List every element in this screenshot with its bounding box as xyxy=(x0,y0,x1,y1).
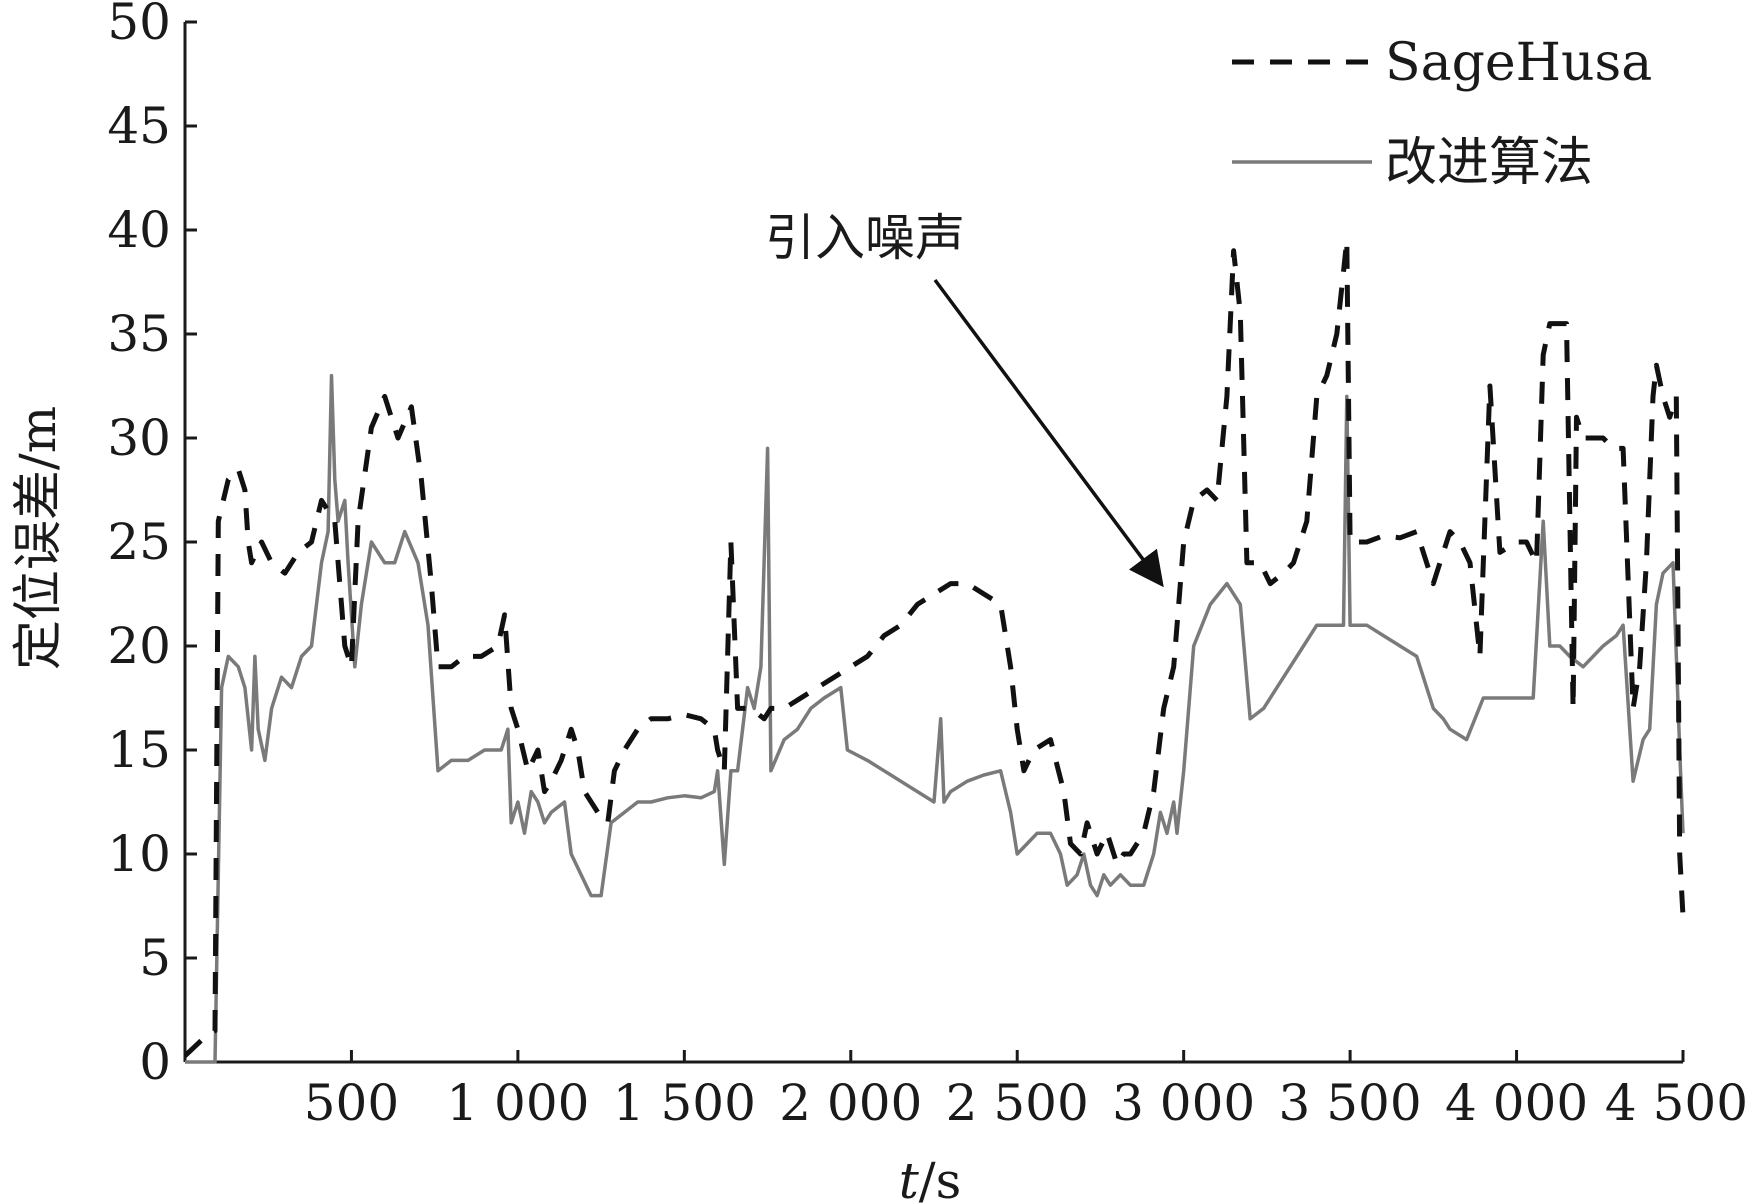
annotation-layer: 引入噪声 xyxy=(765,209,1164,588)
legend-label-1: 改进算法 xyxy=(1385,133,1593,193)
legend-label-0: SageHusa xyxy=(1385,33,1652,93)
x-tick-label: 1 500 xyxy=(613,1074,756,1132)
y-tick-label: 25 xyxy=(107,513,171,571)
annotation-arrow xyxy=(933,278,1164,588)
series-line-1 xyxy=(185,373,1685,1064)
y-axis-title: 定位误差/m xyxy=(9,406,67,670)
x-tick-label: 1 000 xyxy=(446,1074,589,1132)
legend: SageHusa 改进算法 xyxy=(1232,33,1652,193)
y-tick-label: 45 xyxy=(107,97,171,155)
y-tick-label: 10 xyxy=(107,825,171,883)
x-axis-title: t/s xyxy=(899,1152,962,1204)
y-tick-label: 15 xyxy=(107,721,171,779)
y-tick-label: 20 xyxy=(107,617,171,675)
x-tick-label: 500 xyxy=(304,1074,399,1132)
x-tick-label: 4 500 xyxy=(1605,1074,1748,1132)
x-axis-title-unit: /s xyxy=(919,1152,962,1204)
series-line-0 xyxy=(183,237,1686,1058)
y-tick-label: 40 xyxy=(107,201,171,259)
y-axis-ticks: 0 5 10 15 20 25 30 35 40 45 50 xyxy=(107,0,197,1091)
x-tick-label: 2 500 xyxy=(946,1074,1089,1132)
x-tick-label: 3 000 xyxy=(1112,1074,1255,1132)
y-tick-label: 50 xyxy=(107,0,171,51)
series-layer xyxy=(183,237,1686,1064)
x-tick-label: 2 000 xyxy=(779,1074,922,1132)
x-axis-title-italic: t xyxy=(899,1152,920,1204)
x-axis-ticks: 500 1 000 1 500 2 000 2 500 3 000 3 500 4 000 4 … xyxy=(304,1050,1748,1132)
y-tick-label: 0 xyxy=(139,1033,171,1091)
y-tick-label: 35 xyxy=(107,305,171,363)
annotation-label: 引入噪声 xyxy=(765,209,965,267)
y-tick-label: 30 xyxy=(107,409,171,467)
x-tick-label: 4 000 xyxy=(1445,1074,1588,1132)
x-tick-label: 3 500 xyxy=(1279,1074,1422,1132)
y-tick-label: 5 xyxy=(139,929,171,987)
